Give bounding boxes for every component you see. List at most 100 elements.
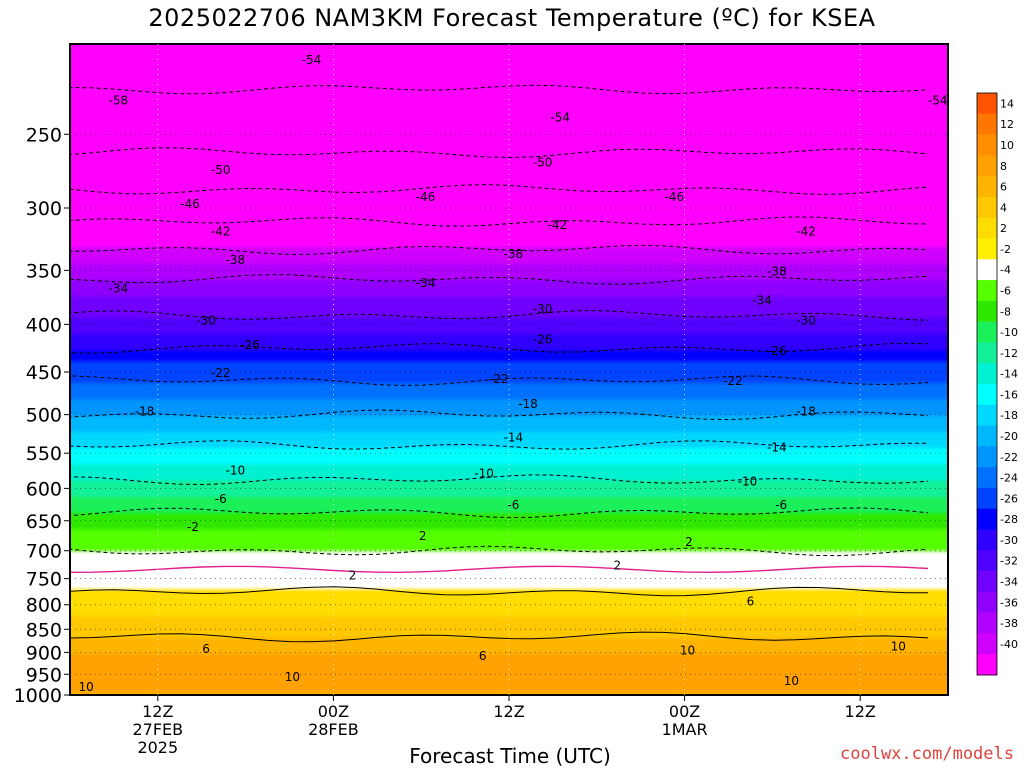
contour-label: -26	[240, 338, 260, 352]
colorbar-cell	[977, 425, 997, 447]
x-tick-label: 12Z	[142, 702, 173, 721]
contour-label-text: -22	[489, 372, 509, 386]
y-tick-label: 300	[26, 198, 62, 220]
contour-label: -18	[135, 404, 155, 418]
contour-label: -10	[738, 475, 758, 489]
contour-label: -54	[550, 111, 570, 125]
contour-label-text: 6	[747, 595, 755, 609]
contour-label: -10	[226, 463, 246, 477]
contour-label-text: -2	[187, 520, 199, 534]
y-tick-label: 900	[26, 642, 62, 664]
x-tick-label: 2025	[137, 738, 178, 757]
colorbar-cell	[977, 654, 997, 676]
contour-label-text: 10	[891, 639, 906, 653]
y-tick-label: 400	[26, 314, 62, 336]
contour-label-text: -10	[738, 475, 758, 489]
isotherm-line	[69, 474, 929, 486]
x-tick-label: 12Z	[493, 702, 524, 721]
isotherm-line	[69, 342, 929, 354]
contour-label-text: 6	[202, 642, 210, 656]
colorbar-label: -2	[1000, 243, 1011, 256]
colorbar-cell	[977, 259, 997, 281]
colorbar-label: 2	[1000, 222, 1007, 235]
colorbar-cell	[977, 446, 997, 468]
colorbar-label: -30	[1000, 534, 1018, 547]
contour-label: -38	[504, 247, 524, 261]
colorbar-label: 12	[1000, 118, 1014, 131]
colorbar-label: -14	[1000, 368, 1018, 381]
contour-label: -50	[211, 163, 231, 177]
y-tick-label: 950	[26, 664, 62, 686]
contour-label: -26	[767, 344, 787, 358]
colorbar-cell	[977, 342, 997, 364]
colorbar-label: -26	[1000, 492, 1018, 505]
contour-label-text: -30	[533, 302, 553, 316]
isotherm-line	[69, 84, 929, 95]
isotherm-line	[69, 409, 929, 421]
contour-label-text: -58	[108, 94, 128, 108]
contour-label-text: 10	[680, 644, 695, 658]
y-tick-label: 1000	[14, 685, 62, 707]
contour-label-text: -46	[416, 190, 436, 204]
contour-label: -54	[302, 53, 322, 67]
contour-label-text: -34	[752, 293, 772, 307]
contour-label-text: -42	[547, 218, 567, 232]
colorbar-label: -36	[1000, 596, 1018, 609]
contour-label: 6	[747, 595, 755, 609]
contour-label-text: -38	[767, 265, 787, 279]
colorbar-label: -22	[1000, 451, 1018, 464]
contour-label: -30	[196, 313, 216, 327]
contour-label: 10	[78, 680, 93, 694]
y-axis: 2503003504004505005506006507007508008509…	[14, 124, 70, 707]
colorbar-cell	[977, 363, 997, 385]
contour-label-text: -22	[723, 374, 743, 388]
contour-label: -38	[767, 265, 787, 279]
credit-text: coolwx.com/models	[840, 744, 1014, 764]
contour-label: 10	[891, 639, 906, 653]
contour-label-text: -42	[796, 225, 816, 239]
colorbar-cell	[977, 155, 997, 177]
isotherm-line	[69, 631, 929, 643]
contour-label-text: -30	[196, 313, 216, 327]
contour-label: -38	[226, 253, 246, 267]
colorbar-cell	[977, 300, 997, 322]
colorbar-label: -38	[1000, 617, 1018, 630]
colorbar-cell	[977, 508, 997, 530]
contour-label-text: -54	[928, 94, 948, 108]
contour-label-text: 2	[613, 558, 621, 572]
colorbar-label: 10	[1000, 139, 1014, 152]
contour-label: 10	[784, 674, 799, 688]
colorbar-label: -6	[1000, 284, 1011, 297]
y-tick-label: 500	[26, 405, 62, 427]
colorbar-cell	[977, 612, 997, 634]
colorbar-label: -24	[1000, 472, 1018, 485]
contour-label: -14	[767, 440, 787, 454]
contour-label-text: -46	[665, 190, 685, 204]
contour-label-text: 10	[784, 674, 799, 688]
y-tick-label: 250	[26, 124, 62, 146]
contour-label: -50	[533, 155, 553, 169]
contour-label-text: -22	[211, 366, 231, 380]
contour-label: -34	[108, 281, 128, 295]
contour-label: -6	[215, 492, 227, 506]
contour-label-text: -38	[504, 247, 524, 261]
contour-label: -54	[928, 94, 948, 108]
x-tick-label: 00Z	[669, 702, 700, 721]
colorbar-label: -16	[1000, 388, 1018, 401]
contour-label-text: -50	[533, 155, 553, 169]
contour-label: -46	[665, 190, 685, 204]
colorbar-cell	[977, 529, 997, 551]
y-tick-label: 700	[26, 541, 62, 563]
contour-label: -30	[796, 313, 816, 327]
contour-label: 10	[285, 670, 300, 684]
contour-label: -6	[507, 498, 519, 512]
chart-title: 2025022706 NAM3KM Forecast Temperature (…	[148, 4, 876, 32]
colorbar-cell	[977, 113, 997, 135]
colorbar-cell	[977, 238, 997, 260]
contour-label: 2	[419, 529, 427, 543]
isotherm-line	[69, 507, 929, 519]
isotherm-line	[69, 586, 929, 597]
contour-label: -22	[489, 372, 509, 386]
